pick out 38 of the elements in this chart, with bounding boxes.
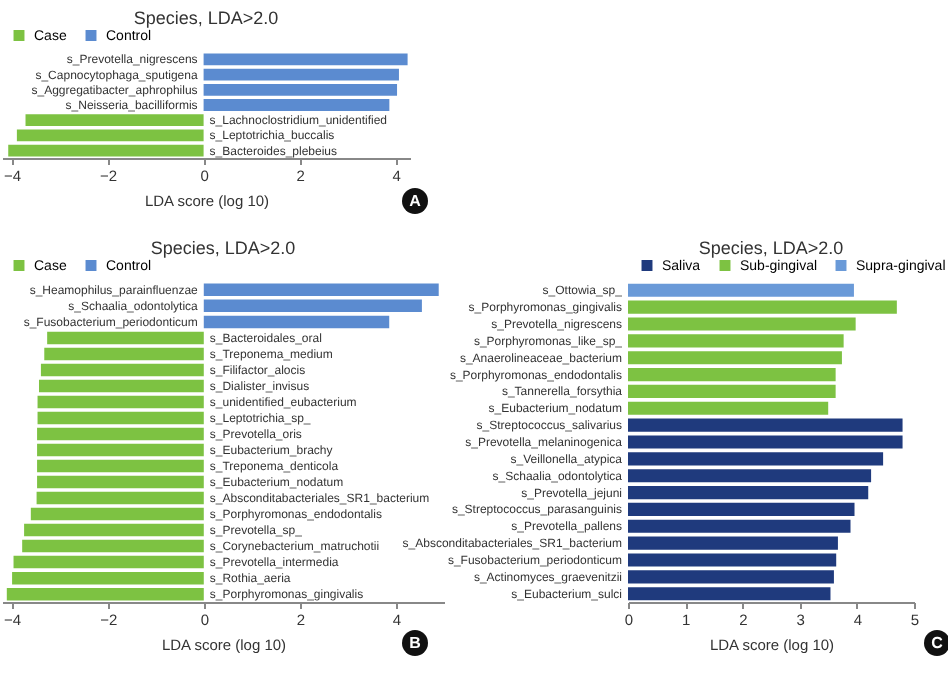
bar <box>203 283 439 297</box>
bar <box>628 384 836 398</box>
bar <box>628 283 854 297</box>
bar <box>628 367 836 382</box>
bar <box>30 507 204 521</box>
bar <box>13 555 204 569</box>
bar <box>22 539 204 553</box>
bar <box>628 486 869 500</box>
bar <box>37 411 204 425</box>
bar <box>6 587 204 601</box>
bar <box>628 519 851 533</box>
text: B <box>402 630 428 656</box>
bar <box>36 491 204 505</box>
bar <box>38 379 204 393</box>
chart-title: Species, LDA>2.0 <box>698 238 844 258</box>
bar <box>203 53 408 66</box>
bar <box>203 315 390 329</box>
bar <box>628 469 872 483</box>
bar <box>37 395 204 409</box>
bar <box>203 299 422 313</box>
bar <box>628 502 855 517</box>
chart-title: Species, LDA>2.0 <box>133 8 279 28</box>
text: C <box>924 630 948 656</box>
bar <box>40 363 204 377</box>
bar <box>47 331 204 345</box>
bar <box>8 144 204 157</box>
bar <box>37 459 204 473</box>
chart-title: Species, LDA>2.0 <box>150 238 296 258</box>
bar <box>628 401 829 415</box>
bar <box>628 587 831 601</box>
bar <box>12 571 204 585</box>
bar <box>37 443 204 457</box>
bar <box>44 347 204 361</box>
bar <box>37 475 204 489</box>
bar <box>37 427 204 441</box>
bar <box>24 523 204 537</box>
bar <box>628 351 842 365</box>
text: A <box>402 188 428 214</box>
